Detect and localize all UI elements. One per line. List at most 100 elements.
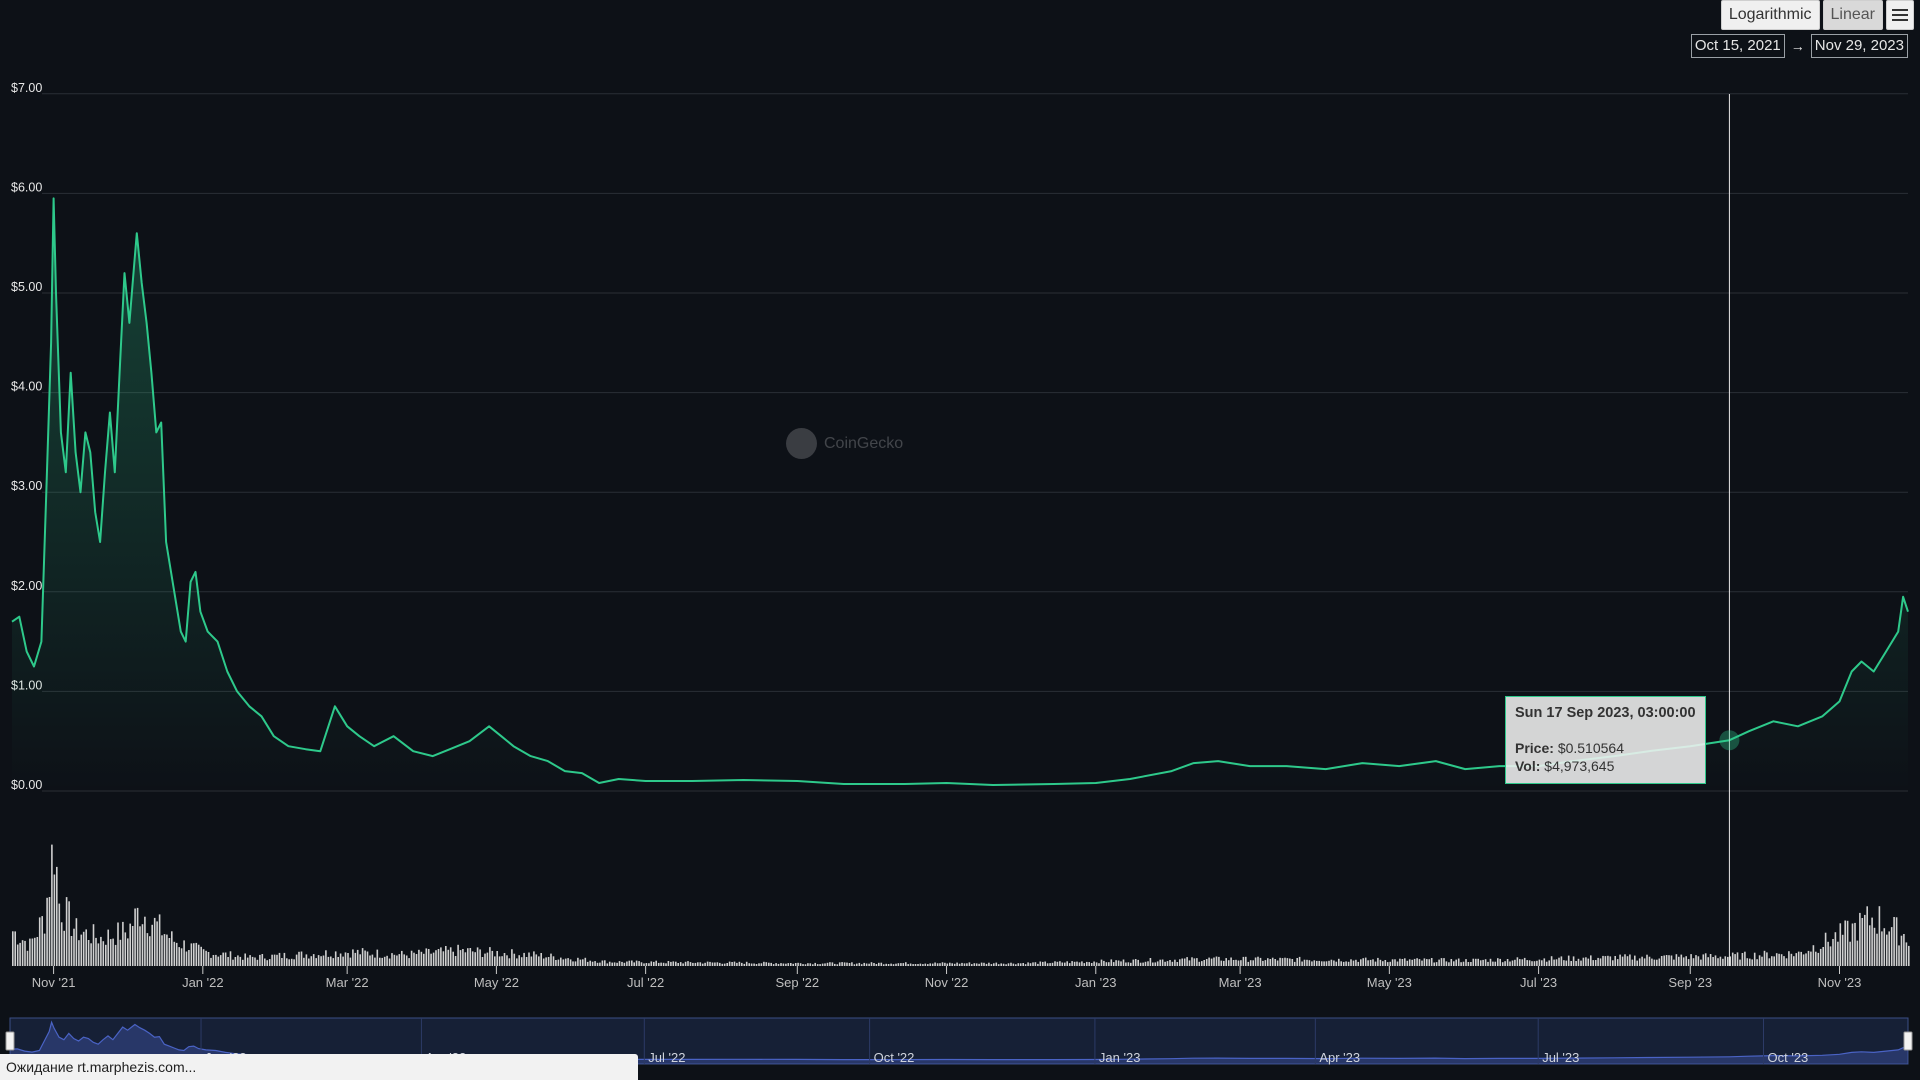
volume-bar	[946, 963, 949, 966]
volume-bar	[1731, 952, 1734, 966]
volume-bar	[1445, 961, 1448, 966]
volume-bar	[1391, 959, 1394, 966]
volume-bar	[109, 939, 112, 966]
volume-bar	[1602, 955, 1604, 966]
volume-bar	[1521, 959, 1524, 966]
volume-bar	[1406, 960, 1409, 966]
volume-bar	[153, 917, 156, 966]
volume-bar	[1827, 941, 1829, 966]
volume-bar	[1271, 957, 1274, 966]
volume-bar	[1225, 958, 1227, 966]
volume-bar	[1778, 953, 1780, 966]
volume-bar	[980, 962, 983, 966]
volume-bar	[719, 962, 721, 966]
volume-bar	[119, 939, 122, 966]
volume-bar	[1768, 958, 1771, 966]
volume-bar	[136, 907, 139, 966]
hamburger-menu-icon[interactable]	[1886, 0, 1914, 30]
volume-bar	[1690, 954, 1692, 966]
volume-bar	[1364, 957, 1367, 966]
volume-bar	[714, 962, 716, 966]
volume-bar	[1704, 953, 1707, 966]
range-from-input[interactable]: Oct 15, 2021	[1690, 34, 1785, 58]
volume-bar	[476, 947, 479, 966]
x-tick-label: Sep '22	[775, 975, 819, 990]
volume-bar	[542, 958, 545, 966]
volume-bar	[1389, 961, 1391, 966]
volume-bar	[660, 962, 662, 966]
volume-bar	[1873, 927, 1876, 966]
volume-bar	[408, 958, 410, 966]
volume-bar	[102, 941, 105, 966]
volume-bar	[1071, 961, 1073, 966]
volume-bar	[768, 962, 770, 966]
volume-bar	[1837, 941, 1839, 966]
volume-bar	[697, 962, 699, 966]
volume-bar	[1614, 956, 1616, 966]
linear-button[interactable]: Linear	[1822, 0, 1883, 30]
navigator-handle-right[interactable]	[1903, 1031, 1913, 1051]
volume-bar	[963, 963, 966, 966]
volume-bar	[1088, 962, 1090, 966]
volume-bar	[1259, 957, 1262, 966]
volume-bar	[856, 963, 858, 966]
volume-bar	[1453, 961, 1455, 966]
tooltip-price-label: Price:	[1515, 740, 1554, 756]
volume-bar	[173, 941, 176, 966]
volume-bar	[513, 953, 516, 966]
volume-bar	[156, 921, 158, 966]
volume-bar	[1475, 958, 1477, 966]
volume-bar	[1130, 962, 1132, 966]
volume-bar	[229, 951, 232, 966]
volume-bar	[557, 959, 560, 966]
volume-bar	[755, 964, 758, 966]
volume-bar	[48, 897, 51, 966]
volume-bar	[1484, 959, 1487, 966]
volume-bar	[591, 961, 594, 966]
volume-bar	[863, 962, 865, 966]
volume-bar	[222, 952, 224, 966]
volume-bar	[1169, 960, 1171, 966]
volume-bar	[975, 963, 978, 966]
volume-bar	[807, 963, 809, 966]
volume-bar	[1188, 960, 1191, 966]
volume-bar	[804, 964, 807, 966]
volume-bar	[1435, 962, 1438, 966]
volume-bar	[978, 963, 980, 966]
volume-bar	[1296, 958, 1298, 966]
volume-bar	[626, 961, 628, 966]
volume-bar	[1418, 959, 1421, 966]
volume-bar	[1274, 959, 1276, 966]
logarithmic-button[interactable]: Logarithmic	[1720, 0, 1820, 30]
volume-bar	[1477, 958, 1479, 966]
volume-bar	[782, 963, 785, 966]
volume-bar	[1027, 962, 1029, 966]
volume-bar	[1646, 954, 1648, 966]
volume-bar	[92, 924, 95, 966]
volume-bar	[112, 938, 114, 966]
volume-bar	[298, 951, 300, 966]
navigator-handle-left[interactable]	[5, 1031, 15, 1051]
volume-bar	[87, 940, 90, 966]
volume-bar	[396, 955, 398, 966]
range-to-input[interactable]: Nov 29, 2023	[1810, 34, 1908, 58]
volume-bar	[1252, 960, 1254, 966]
volume-bar	[242, 959, 244, 966]
volume-bar	[1563, 960, 1565, 966]
volume-bar	[997, 964, 1000, 966]
volume-bar	[1771, 956, 1773, 966]
volume-bar	[449, 947, 452, 966]
volume-bar	[1396, 961, 1399, 966]
volume-bar	[538, 956, 540, 966]
volume-bar	[518, 955, 520, 966]
volume-bar	[195, 942, 198, 966]
volume-bar	[415, 954, 418, 966]
volume-bar	[1565, 960, 1568, 966]
volume-bar	[1384, 960, 1387, 966]
volume-bar	[60, 922, 63, 966]
volume-bar	[1531, 961, 1533, 966]
volume-bar	[1590, 955, 1592, 966]
volume-bar	[1372, 959, 1374, 966]
volume-bar	[1117, 960, 1120, 966]
